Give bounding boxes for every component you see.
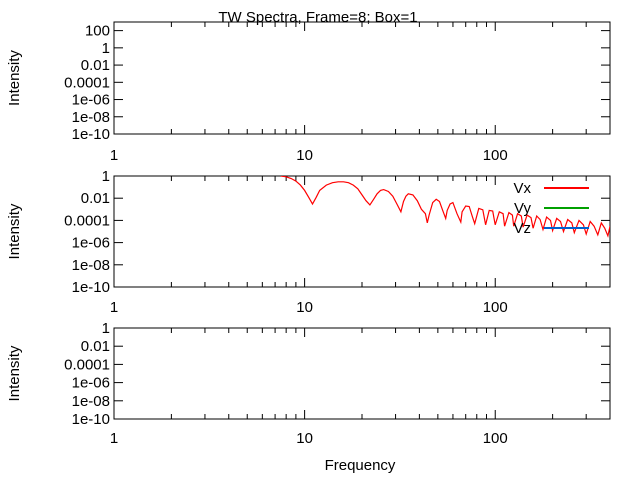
x-tick-label: 10 bbox=[296, 147, 313, 164]
y-tick-label: 100 bbox=[85, 23, 110, 40]
x-tick-label: 100 bbox=[483, 430, 508, 447]
x-axis-label: Frequency bbox=[325, 457, 396, 474]
plot-frame bbox=[113, 21, 611, 135]
chart-panel-2: 1 10 100 1 0.01 0.0001 1e-06 1e-08 1e-10 Intensit… bbox=[6, 168, 611, 316]
series-vx-line bbox=[280, 176, 610, 238]
x-tick-label: 1 bbox=[110, 430, 118, 447]
legend-label-vx: Vx bbox=[513, 180, 531, 197]
y-axis-label: Intensity bbox=[6, 345, 23, 401]
x-tick-label: 1 bbox=[110, 147, 118, 164]
y-axis-label: Intensity bbox=[6, 203, 23, 259]
y-axis-label: Intensity bbox=[6, 50, 23, 106]
y-tick-label: 1 bbox=[102, 168, 110, 185]
y-tick-label: 1e-08 bbox=[72, 393, 110, 410]
figure-title: TW Spectra, Frame=8; Box=1 bbox=[218, 9, 417, 26]
x-tick-label: 100 bbox=[483, 299, 508, 316]
x-tick-label: 100 bbox=[483, 147, 508, 164]
legend: Vx Vy Vz bbox=[513, 180, 589, 237]
y-tick-label: 1e-06 bbox=[72, 375, 110, 392]
y-tick-label: 1e-10 bbox=[72, 411, 110, 428]
y-tick-label: 0.01 bbox=[81, 190, 110, 207]
y-tick-label: 1e-10 bbox=[72, 126, 110, 143]
plot-frame bbox=[113, 327, 611, 420]
legend-label-vz: Vz bbox=[513, 220, 531, 237]
y-tick-label: 0.01 bbox=[81, 57, 110, 74]
y-tick-label: 0.0001 bbox=[64, 74, 110, 91]
y-tick-label: 1 bbox=[102, 40, 110, 57]
y-tick-label: 0.01 bbox=[81, 338, 110, 355]
chart-panel-1: 1 10 10010010.010.00011e-061e-081e-10Inten… bbox=[6, 21, 611, 164]
x-tick-label: 1 bbox=[110, 299, 118, 316]
series-group bbox=[280, 176, 610, 238]
y-tick-label: 0.0001 bbox=[64, 212, 110, 229]
y-tick-label: 1e-06 bbox=[72, 235, 110, 252]
y-tick-label: 1e-10 bbox=[72, 279, 110, 296]
x-tick-label: 10 bbox=[296, 299, 313, 316]
y-tick-label: 1e-08 bbox=[72, 257, 110, 274]
legend-label-vy: Vy bbox=[514, 200, 531, 217]
x-tick-label: 10 bbox=[296, 430, 313, 447]
plot-frame bbox=[113, 175, 611, 288]
y-tick-label: 1 bbox=[102, 320, 110, 337]
y-tick-label: 0.0001 bbox=[64, 356, 110, 373]
chart-panel-3: 1 10 10010.010.00011e-061e-081e-10Intensit… bbox=[6, 320, 611, 447]
y-tick-label: 1e-08 bbox=[72, 109, 110, 126]
y-tick-label: 1e-06 bbox=[72, 92, 110, 109]
